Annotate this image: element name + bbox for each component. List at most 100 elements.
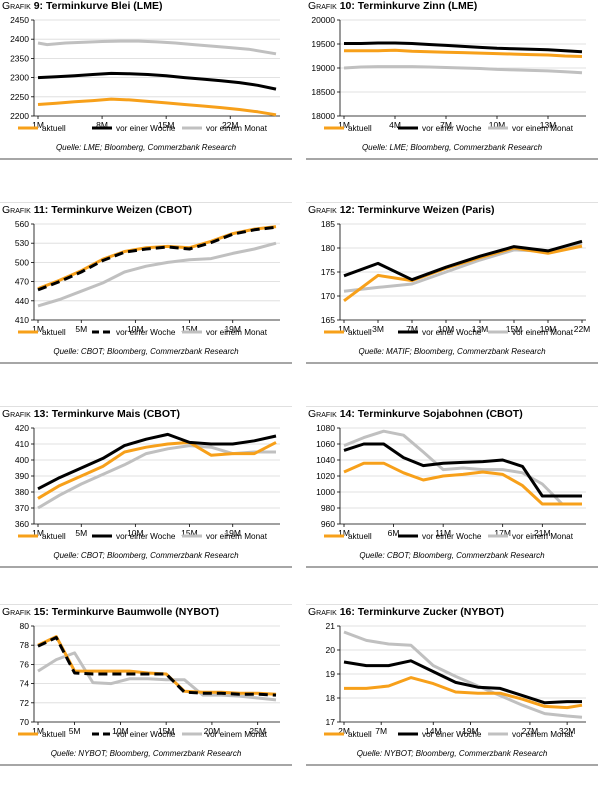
chart-title-number: 11: — [33, 204, 52, 216]
x-tick-label: 5M — [75, 528, 87, 538]
series-line-orange — [344, 676, 583, 710]
x-tick-label: 19M — [540, 324, 557, 334]
legend-label: vor einem Monat — [512, 124, 574, 133]
x-tick-label: 7M — [440, 120, 452, 130]
y-tick-label: 1020 — [316, 471, 335, 481]
y-tick-label: 17 — [326, 717, 336, 727]
x-tick-label: 1M — [338, 120, 350, 130]
x-tick-label: 32M — [559, 726, 576, 736]
legend-label: vor einem Monat — [512, 730, 574, 739]
legend-label: vor einem Monat — [206, 328, 268, 337]
chart-title-prefix: Grafik — [308, 408, 337, 420]
y-tick-label: 18000 — [311, 111, 335, 121]
x-tick-label: 19M — [224, 528, 241, 538]
series-line-black — [37, 225, 277, 292]
x-tick-label: 1M — [32, 324, 44, 334]
source-note: Quelle: CBOT; Bloomberg, Commerzbank Res… — [359, 551, 545, 560]
legend-label: vor einer Woche — [422, 532, 482, 541]
series-line-black — [343, 239, 583, 282]
legend-label: aktuell — [42, 124, 66, 133]
legend-label: aktuell — [42, 328, 66, 337]
x-tick-label: 15M — [158, 120, 175, 130]
y-tick-label: 20 — [326, 645, 336, 655]
y-tick-label: 170 — [321, 291, 335, 301]
series-line-black — [343, 659, 582, 705]
y-tick-label: 165 — [321, 315, 335, 325]
legend-label: vor einer Woche — [116, 124, 176, 133]
y-tick-label: 420 — [15, 423, 29, 433]
chart-panel: Grafik 15: Terminkurve Baumwolle (NYBOT)… — [0, 604, 292, 801]
x-tick-label: 10M — [438, 324, 455, 334]
x-tick-label: 13M — [540, 120, 557, 130]
y-tick-label: 400 — [15, 455, 29, 465]
y-tick-label: 410 — [15, 439, 29, 449]
x-tick-label: 15M — [181, 324, 198, 334]
y-tick-label: 76 — [20, 659, 30, 669]
series-line-orange — [37, 440, 277, 500]
top-rule — [306, 202, 598, 203]
x-tick-label: 15M — [158, 726, 175, 736]
source-note: Quelle: LME; Bloomberg, Commerzbank Rese… — [55, 143, 237, 152]
y-tick-label: 18500 — [311, 87, 335, 97]
chart-title: Grafik 16: Terminkurve Zucker (NYBOT) — [308, 606, 504, 618]
chart-panel: Grafik 16: Terminkurve Zucker (NYBOT) 17 1… — [306, 604, 598, 801]
y-tick-label: 19000 — [311, 63, 335, 73]
y-tick-label: 380 — [15, 487, 29, 497]
x-tick-label: 5M — [69, 726, 81, 736]
legend-label: aktuell — [42, 730, 66, 739]
separator-rule — [306, 566, 598, 568]
y-tick-label: 560 — [15, 219, 29, 229]
top-rule — [0, 406, 292, 407]
line-chart: 410 440 470 500 530 560 1M 5M 10M 15M 19M aktuell vo… — [15, 219, 280, 337]
chart-title: Grafik 14: Terminkurve Sojabohnen (CBOT) — [308, 408, 523, 420]
series-line-gray — [37, 241, 277, 308]
line-chart: 960 980 1000 1020 1040 1060 1080 1M 6M 11M 17M 21M a… — [316, 423, 586, 541]
chart-title: Grafik 15: Terminkurve Baumwolle (NYBOT) — [2, 606, 219, 618]
chart-panel: Grafik 14: Terminkurve Sojabohnen (CBOT)… — [306, 406, 598, 602]
x-tick-label: 19M — [224, 324, 241, 334]
source-note: Quelle: NYBOT; Bloomberg, Commerzbank Re… — [50, 749, 242, 758]
y-tick-label: 960 — [321, 519, 335, 529]
y-tick-label: 1080 — [316, 423, 335, 433]
series-line-black — [37, 71, 277, 91]
y-tick-label: 19 — [326, 669, 336, 679]
chart-title: Grafik 9: Terminkurve Blei (LME) — [2, 0, 162, 12]
series-line-black — [344, 41, 583, 54]
y-tick-label: 370 — [15, 503, 29, 513]
y-tick-label: 70 — [20, 717, 30, 727]
y-tick-label: 2300 — [10, 73, 29, 83]
x-tick-label: 1M — [32, 528, 44, 538]
chart-title-name: Terminkurve Baumwolle (NYBOT) — [51, 606, 220, 618]
x-tick-label: 25M — [249, 726, 266, 736]
x-tick-label: 15M — [506, 324, 523, 334]
x-tick-label: 4M — [389, 120, 401, 130]
series-line-gray — [37, 39, 277, 56]
chart-title-name: Terminkurve Weizen (Paris) — [357, 204, 495, 216]
x-tick-label: 10M — [127, 324, 144, 334]
series-line-gray — [37, 651, 277, 702]
x-tick-label: 1M — [338, 528, 350, 538]
y-tick-label: 72 — [20, 698, 30, 708]
y-tick-label: 1060 — [316, 439, 335, 449]
legend-label: vor einer Woche — [116, 532, 176, 541]
x-tick-label: 3M — [372, 324, 384, 334]
source-note: Quelle: CBOT; Bloomberg, Commerzbank Res… — [53, 347, 239, 356]
y-tick-label: 175 — [321, 267, 335, 277]
y-tick-label: 78 — [20, 640, 30, 650]
x-tick-label: 5M — [75, 324, 87, 334]
y-tick-label: 20000 — [311, 15, 335, 25]
line-chart: 165 170 175 180 185 1M 3M 7M 10M 13M 15M 19M 22M aktu… — [321, 219, 590, 337]
y-tick-label: 18 — [326, 693, 336, 703]
x-tick-label: 7M — [406, 324, 418, 334]
y-tick-label: 530 — [15, 238, 29, 248]
top-rule — [306, 604, 598, 605]
series-line-black — [343, 442, 582, 498]
y-tick-label: 2350 — [10, 53, 29, 63]
chart-title: Grafik 10: Terminkurve Zinn (LME) — [308, 0, 477, 12]
chart-title-name: Terminkurve Mais (CBOT) — [51, 408, 180, 420]
y-tick-label: 2400 — [10, 34, 29, 44]
legend-label: aktuell — [348, 124, 372, 133]
x-tick-label: 17M — [494, 528, 511, 538]
chart-title-number: 12: — [339, 204, 358, 216]
legend-label: vor einem Monat — [512, 532, 574, 541]
